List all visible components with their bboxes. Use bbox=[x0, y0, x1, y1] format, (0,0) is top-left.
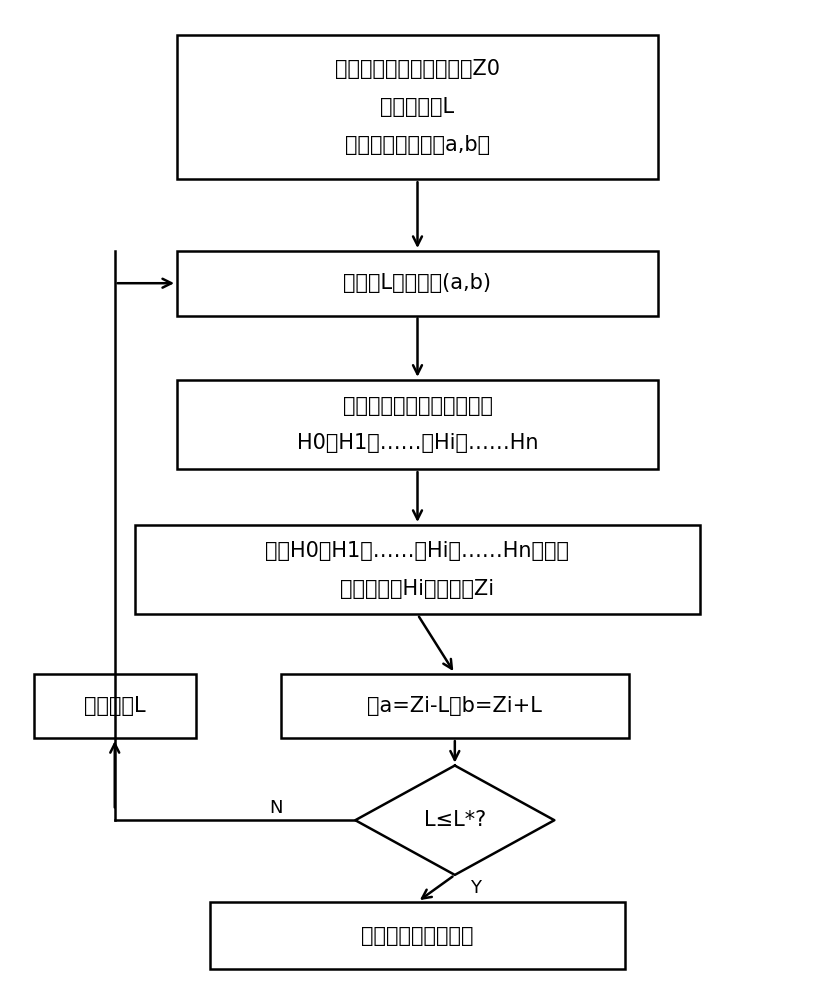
Bar bbox=[210, 902, 625, 969]
Bar bbox=[177, 251, 658, 316]
Text: 以步长L遍历区间(a,b): 以步长L遍历区间(a,b) bbox=[343, 273, 492, 293]
Text: N: N bbox=[270, 799, 283, 817]
Text: 初始化步长L: 初始化步长L bbox=[381, 97, 454, 117]
Bar bbox=[281, 674, 629, 738]
Text: 比较H0、H1、……、Hi、……Hn大小，: 比较H0、H1、……、Hi、……Hn大小， bbox=[266, 541, 569, 561]
Text: 确定最大值Hi对应位置Zi: 确定最大值Hi对应位置Zi bbox=[341, 579, 494, 599]
Bar bbox=[34, 674, 195, 738]
Text: 计算各遍历点的灰度方差值: 计算各遍历点的灰度方差值 bbox=[342, 396, 493, 416]
Bar bbox=[177, 380, 658, 469]
Text: 减小步长L: 减小步长L bbox=[84, 696, 145, 716]
Text: 令a=Zi-L，b=Zi+L: 令a=Zi-L，b=Zi+L bbox=[367, 696, 542, 716]
Text: L≤L*?: L≤L*? bbox=[423, 810, 486, 830]
Bar bbox=[135, 525, 700, 614]
Text: 三维移动台回到初始位置Z0: 三维移动台回到初始位置Z0 bbox=[335, 59, 500, 79]
Text: 初始化焦点区间（a,b）: 初始化焦点区间（a,b） bbox=[345, 135, 490, 155]
Text: 原位测试前聚焦结束: 原位测试前聚焦结束 bbox=[362, 926, 473, 946]
Text: Y: Y bbox=[470, 879, 481, 897]
Bar bbox=[177, 35, 658, 179]
Text: H0、H1、……、Hi、……Hn: H0、H1、……、Hi、……Hn bbox=[296, 433, 539, 453]
